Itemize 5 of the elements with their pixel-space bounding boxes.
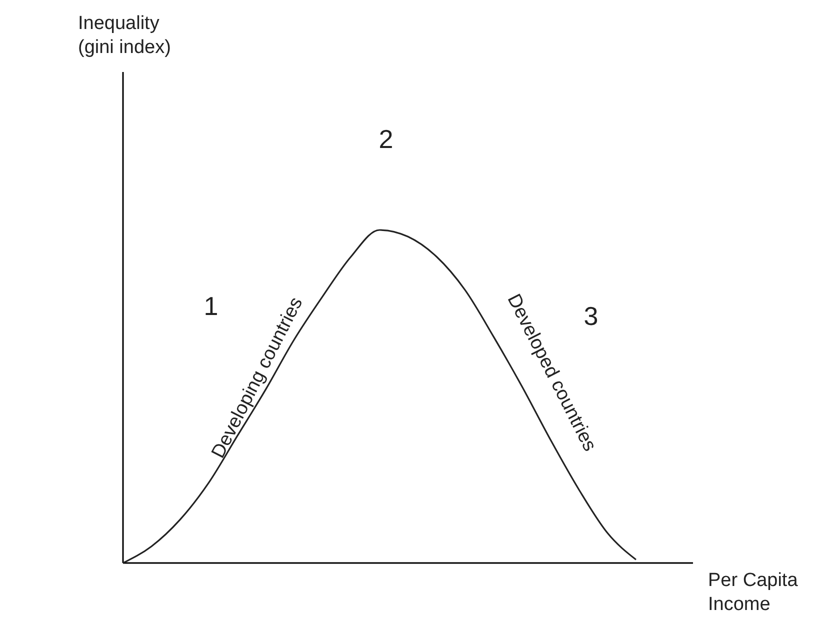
annotation: 1 <box>204 290 218 321</box>
text: Inequality (gini index) <box>78 13 171 58</box>
x-axis-title: Per Capita Income <box>708 570 798 615</box>
annotation: 3 <box>584 300 598 331</box>
text: 2 <box>378 124 394 154</box>
